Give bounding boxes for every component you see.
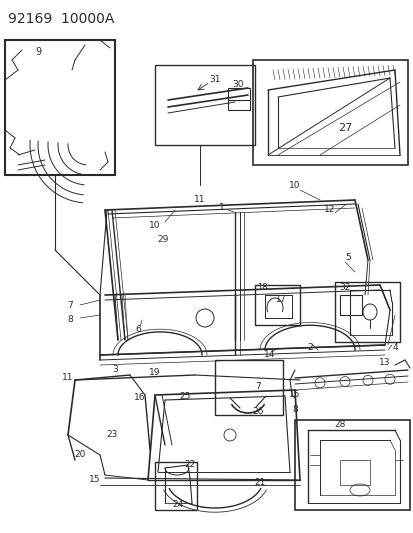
Text: 11: 11 [62, 374, 74, 383]
Text: 26: 26 [252, 408, 263, 416]
Bar [154, 65, 254, 145]
Text: 17: 17 [274, 295, 285, 304]
Bar [228, 88, 249, 110]
Text: 7: 7 [67, 301, 73, 310]
Bar [214, 360, 282, 415]
Text: 15: 15 [289, 391, 300, 400]
Text: 8: 8 [292, 406, 297, 415]
Text: 8: 8 [67, 316, 73, 325]
Text: 6: 6 [135, 326, 140, 335]
Text: 3: 3 [112, 366, 118, 375]
Text: 27: 27 [337, 123, 351, 133]
Text: 10: 10 [289, 181, 300, 190]
Text: 14: 14 [263, 351, 275, 359]
Text: 92169  10000A: 92169 10000A [8, 12, 114, 26]
Text: 12: 12 [323, 206, 335, 214]
Text: 23: 23 [106, 431, 117, 440]
Text: 2: 2 [306, 343, 312, 352]
Text: 28: 28 [334, 421, 345, 430]
Text: 25: 25 [179, 392, 190, 401]
Bar [252, 60, 407, 165]
Text: 32: 32 [339, 284, 350, 293]
Text: 15: 15 [89, 475, 100, 484]
Bar [294, 420, 409, 510]
Text: 20: 20 [74, 450, 85, 459]
Bar [154, 462, 197, 510]
Text: 9: 9 [35, 47, 41, 57]
Bar [339, 460, 369, 485]
Text: 30: 30 [232, 79, 243, 88]
Text: 21: 21 [254, 479, 265, 488]
Text: 10: 10 [149, 221, 160, 230]
Text: 29: 29 [157, 236, 168, 245]
Text: 16: 16 [134, 393, 145, 402]
Text: 7: 7 [254, 383, 260, 392]
Bar [339, 295, 361, 315]
Text: 19: 19 [149, 368, 160, 377]
Text: 22: 22 [184, 461, 195, 470]
Text: 31: 31 [209, 75, 220, 84]
Bar [254, 285, 299, 325]
Text: 1: 1 [218, 204, 224, 213]
Text: 18: 18 [256, 284, 267, 293]
Bar [334, 282, 399, 342]
Text: 24: 24 [172, 500, 183, 510]
Text: 4: 4 [391, 343, 397, 352]
Text: 5: 5 [344, 254, 350, 262]
Text: 13: 13 [378, 359, 390, 367]
Text: 11: 11 [194, 196, 205, 205]
Bar [5, 40, 115, 175]
